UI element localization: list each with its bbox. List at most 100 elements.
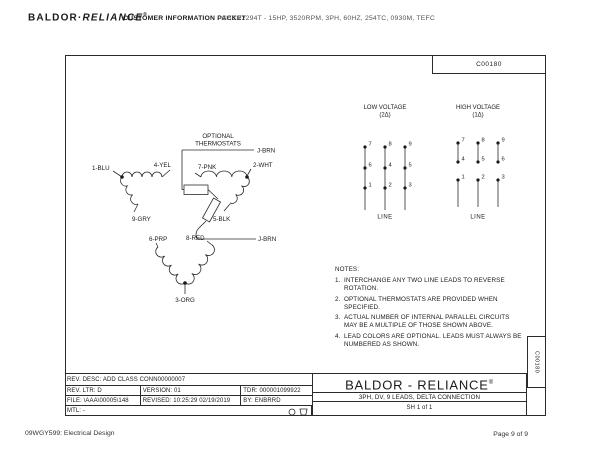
company-registered-mark-icon: ® <box>488 380 494 386</box>
file-row: FILE: \AAA\00005\148 REVISED: 10:25:29 0… <box>65 396 312 406</box>
low-voltage-title: LOW VOLTAGE <box>364 105 407 111</box>
notes-heading: NOTES: <box>335 266 360 273</box>
lv-line-label: LINE <box>377 215 392 221</box>
wire-thermostat-drop <box>181 150 184 190</box>
hv-lead-number: 9 <box>502 138 505 144</box>
hv-lead-number: 5 <box>482 157 485 163</box>
tdr-cell: TDR: 000001099922 <box>243 387 301 394</box>
winding-coil-1-4 <box>121 171 163 178</box>
logo-reliance-text: RELIANCE <box>82 12 144 24</box>
version-cell: VERSION: 01 <box>141 386 242 395</box>
lv-dot <box>363 145 367 149</box>
lead-label-jbrn-top: J-BRN <box>257 148 275 155</box>
lv-lead-number: 5 <box>409 163 412 169</box>
lead-label-7-pnk: 7-PNK <box>198 164 217 171</box>
winding-coil-7-2 <box>200 170 248 178</box>
baldor-reliance-logo: BALDOR·RELIANCE® <box>28 12 147 23</box>
wire-lead6 <box>155 242 159 248</box>
rev-ltr-cell: REV. LTR: D <box>65 386 141 395</box>
low-voltage-subtitle: (2Δ) <box>379 113 390 119</box>
lead-label-1-blu: 1-BLU <box>92 165 110 172</box>
lead-label-jbrn-bottom: J-BRN <box>258 236 276 243</box>
lv-dot <box>363 186 367 190</box>
lead-label-8-red: 8-RED <box>186 235 205 242</box>
note-number: 2. <box>335 295 341 303</box>
lv-lead-number: 6 <box>369 163 372 169</box>
doc-number: C00180 <box>476 61 502 68</box>
note-item: 3. ACTUAL NUMBER OF INTERNAL PARALLEL CI… <box>335 314 547 330</box>
title-block-left: REV. DESC: ADD CLASS CONN00000007 REV. L… <box>65 373 313 416</box>
note-text: INTERCHANGE ANY TWO LINE LEADS TO REVERS… <box>344 277 505 293</box>
lv-lead-number: 9 <box>409 142 412 148</box>
winding-coil-6-3 <box>155 246 186 285</box>
wire-lead9 <box>133 203 139 213</box>
winding-coil-1-9 <box>120 176 139 205</box>
wire-lead1 <box>112 170 123 178</box>
wire-lead2 <box>246 168 252 177</box>
doc-number-box: C00180 <box>432 56 545 74</box>
junction-dot-t1 <box>120 175 124 179</box>
note-text: ACTUAL NUMBER OF INTERNAL PARALLEL CIRCU… <box>344 314 510 330</box>
hv-dot <box>456 160 460 164</box>
lead-label-2-wht: 2-WHT <box>253 162 273 169</box>
note-number: 1. <box>335 277 341 285</box>
drawing-description: 3PH, DV, 9 LEADS, DELTA CONNECTION <box>313 393 526 402</box>
revised-cell: REVISED: 10:25:29 02/19/2019 <box>141 396 242 405</box>
lead-label-6-prp: 6-PRP <box>149 236 167 243</box>
note-item: 1. INTERCHANGE ANY TWO LINE LEADS TO REV… <box>335 277 547 293</box>
hv-lead-number: 3 <box>502 175 505 181</box>
hv-lead-number: 6 <box>502 157 505 163</box>
note-text: LEAD COLORS ARE OPTIONAL. LEADS MUST ALW… <box>344 332 522 348</box>
thermostat-symbol-2 <box>201 197 222 223</box>
trapezoid-shape <box>299 408 308 416</box>
rev-desc-row: REV. DESC: ADD CLASS CONN00000007 <box>65 374 312 386</box>
lv-lead-number: 1 <box>369 183 372 189</box>
hv-line-label: LINE <box>470 215 485 221</box>
lv-dot <box>403 145 407 149</box>
by-cell: BY: ENBRRD <box>243 397 281 404</box>
wire-lead7 <box>194 172 202 178</box>
hv-series-links <box>457 143 499 162</box>
lv-dot <box>403 166 407 170</box>
hv-lead-number: 7 <box>462 138 465 144</box>
lead-label-3-org: 3-ORG <box>175 297 195 304</box>
note-number: 4. <box>335 332 341 340</box>
hv-line-wires <box>457 180 499 207</box>
optional-thermostats-label-line1: OPTIONAL <box>202 133 234 140</box>
high-voltage-title: HIGH VOLTAGE <box>456 105 500 111</box>
logo-separator: · <box>77 12 83 24</box>
lv-dot <box>383 186 387 190</box>
lv-dot <box>383 166 387 170</box>
projection-circle-icon <box>288 408 296 416</box>
lv-lead-number: 2 <box>389 183 392 189</box>
hv-lead-number: 8 <box>482 138 485 144</box>
sheet-number: SH 1 of 1 <box>406 405 433 411</box>
note-text: OPTIONAL THERMOSTATS ARE PROVIDED WHEN S… <box>344 295 498 311</box>
company-name: BALDOR - RELIANCE <box>345 377 489 393</box>
delta-winding-schematic: OPTIONAL THERMOSTATS 1-BLU 4-YEL 7-PNK 2… <box>92 133 276 304</box>
projection-trapezoid-icon <box>299 408 308 416</box>
high-voltage-subtitle: (1Δ) <box>472 113 483 119</box>
note-number: 3. <box>335 314 341 322</box>
high-voltage-diagram: HIGH VOLTAGE (1Δ) 7 4 8 5 9 6 1 2 3 LINE <box>456 105 505 221</box>
side-doc-number: C00180 <box>533 350 540 374</box>
footer-page-number: Page 9 of 9 <box>493 431 528 438</box>
hv-dot <box>476 141 480 145</box>
registered-mark-icon: ® <box>143 12 147 18</box>
lv-dot <box>363 166 367 170</box>
hv-lead-number: 4 <box>462 157 466 163</box>
wire-lead8 <box>206 240 213 246</box>
wire-lead5 <box>223 203 231 212</box>
thermostat-symbol-1 <box>183 184 209 195</box>
rev-row: REV. LTR: D VERSION: 01 TDR: 00000109992… <box>65 386 312 396</box>
lv-line-wires <box>364 147 406 210</box>
projection-symbols <box>288 408 308 416</box>
side-doc-number-box: C00180 <box>527 336 546 388</box>
winding-coil-8-3 <box>184 244 215 285</box>
winding-coil-2-5 <box>229 176 250 204</box>
company-name-row: BALDOR - RELIANCE® <box>313 374 526 393</box>
circle-shape <box>288 408 296 416</box>
low-voltage-diagram: LOW VOLTAGE (2Δ) 7 6 1 8 4 2 9 5 3 LINE <box>363 105 412 221</box>
wire-lead4 <box>161 169 171 178</box>
